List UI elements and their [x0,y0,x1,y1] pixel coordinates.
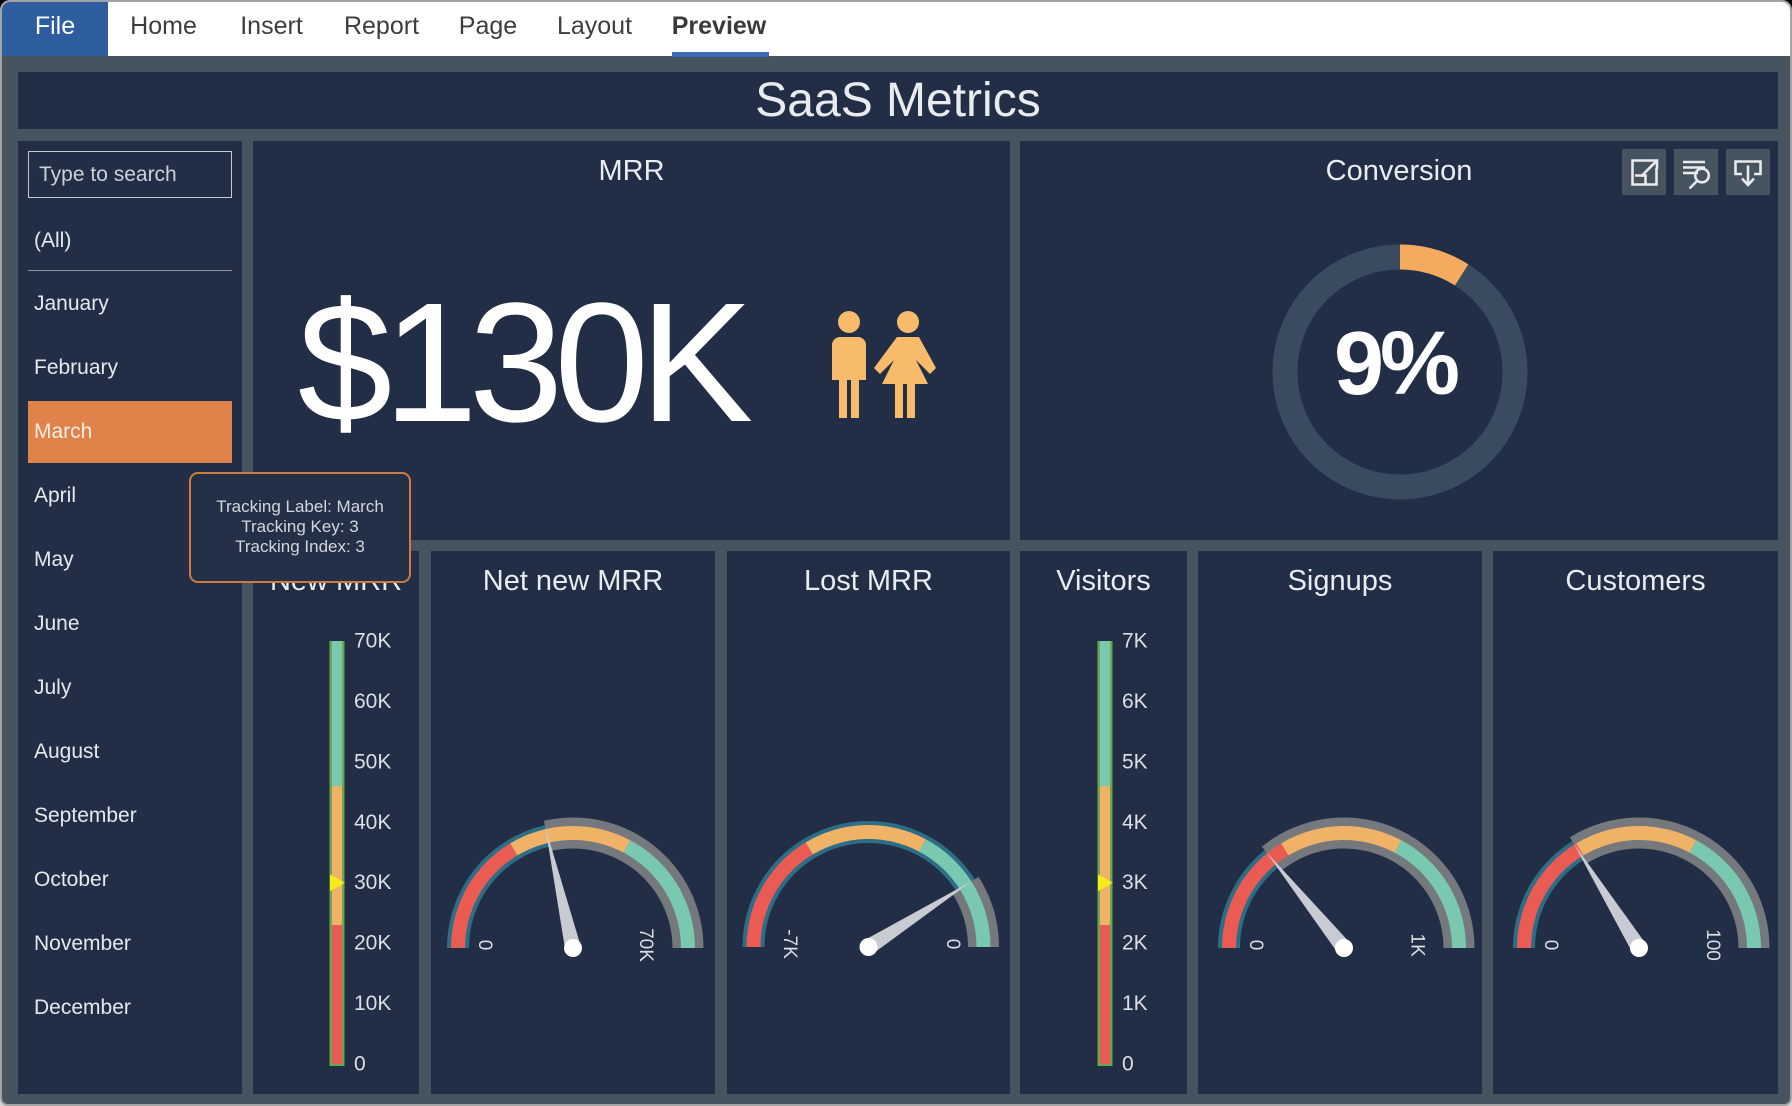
svg-text:0: 0 [1122,1053,1134,1076]
svg-text:0: 0 [942,939,963,950]
svg-text:20K: 20K [354,932,391,955]
svg-text:60K: 60K [354,690,391,713]
svg-text:6K: 6K [1122,690,1148,713]
svg-text:0: 0 [354,1053,366,1076]
svg-text:4K: 4K [1122,811,1148,834]
svg-text:0: 0 [1540,940,1561,951]
svg-text:10K: 10K [354,992,391,1015]
svg-text:1K: 1K [1122,992,1148,1015]
svg-text:1K: 1K [1407,933,1428,957]
svg-text:70K: 70K [354,630,391,653]
svg-text:100: 100 [1702,929,1723,961]
svg-text:7K: 7K [1122,630,1148,653]
svg-text:0: 0 [474,940,495,951]
svg-text:30K: 30K [354,871,391,894]
svg-text:-7K: -7K [779,929,800,959]
svg-text:5K: 5K [1122,750,1148,773]
svg-text:3K: 3K [1122,871,1148,894]
svg-text:70K: 70K [635,928,656,962]
svg-text:0: 0 [1245,940,1266,951]
svg-text:2K: 2K [1122,932,1148,955]
svg-text:50K: 50K [354,750,391,773]
svg-text:40K: 40K [354,811,391,834]
